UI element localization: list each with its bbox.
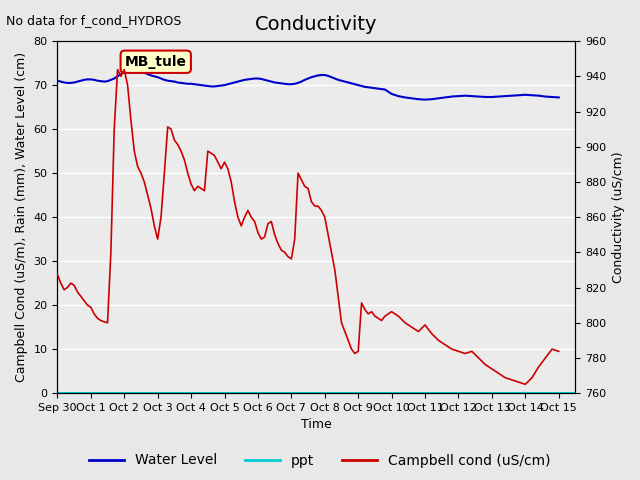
X-axis label: Time: Time <box>301 419 332 432</box>
Title: Conductivity: Conductivity <box>255 15 378 34</box>
Text: No data for f_cond_HYDROS: No data for f_cond_HYDROS <box>6 14 182 27</box>
Text: MB_tule: MB_tule <box>125 55 187 69</box>
Legend: Water Level, ppt, Campbell cond (uS/cm): Water Level, ppt, Campbell cond (uS/cm) <box>84 448 556 473</box>
Y-axis label: Campbell Cond (uS/m), Rain (mm), Water Level (cm): Campbell Cond (uS/m), Rain (mm), Water L… <box>15 52 28 382</box>
Y-axis label: Conductivity (uS/cm): Conductivity (uS/cm) <box>612 151 625 283</box>
